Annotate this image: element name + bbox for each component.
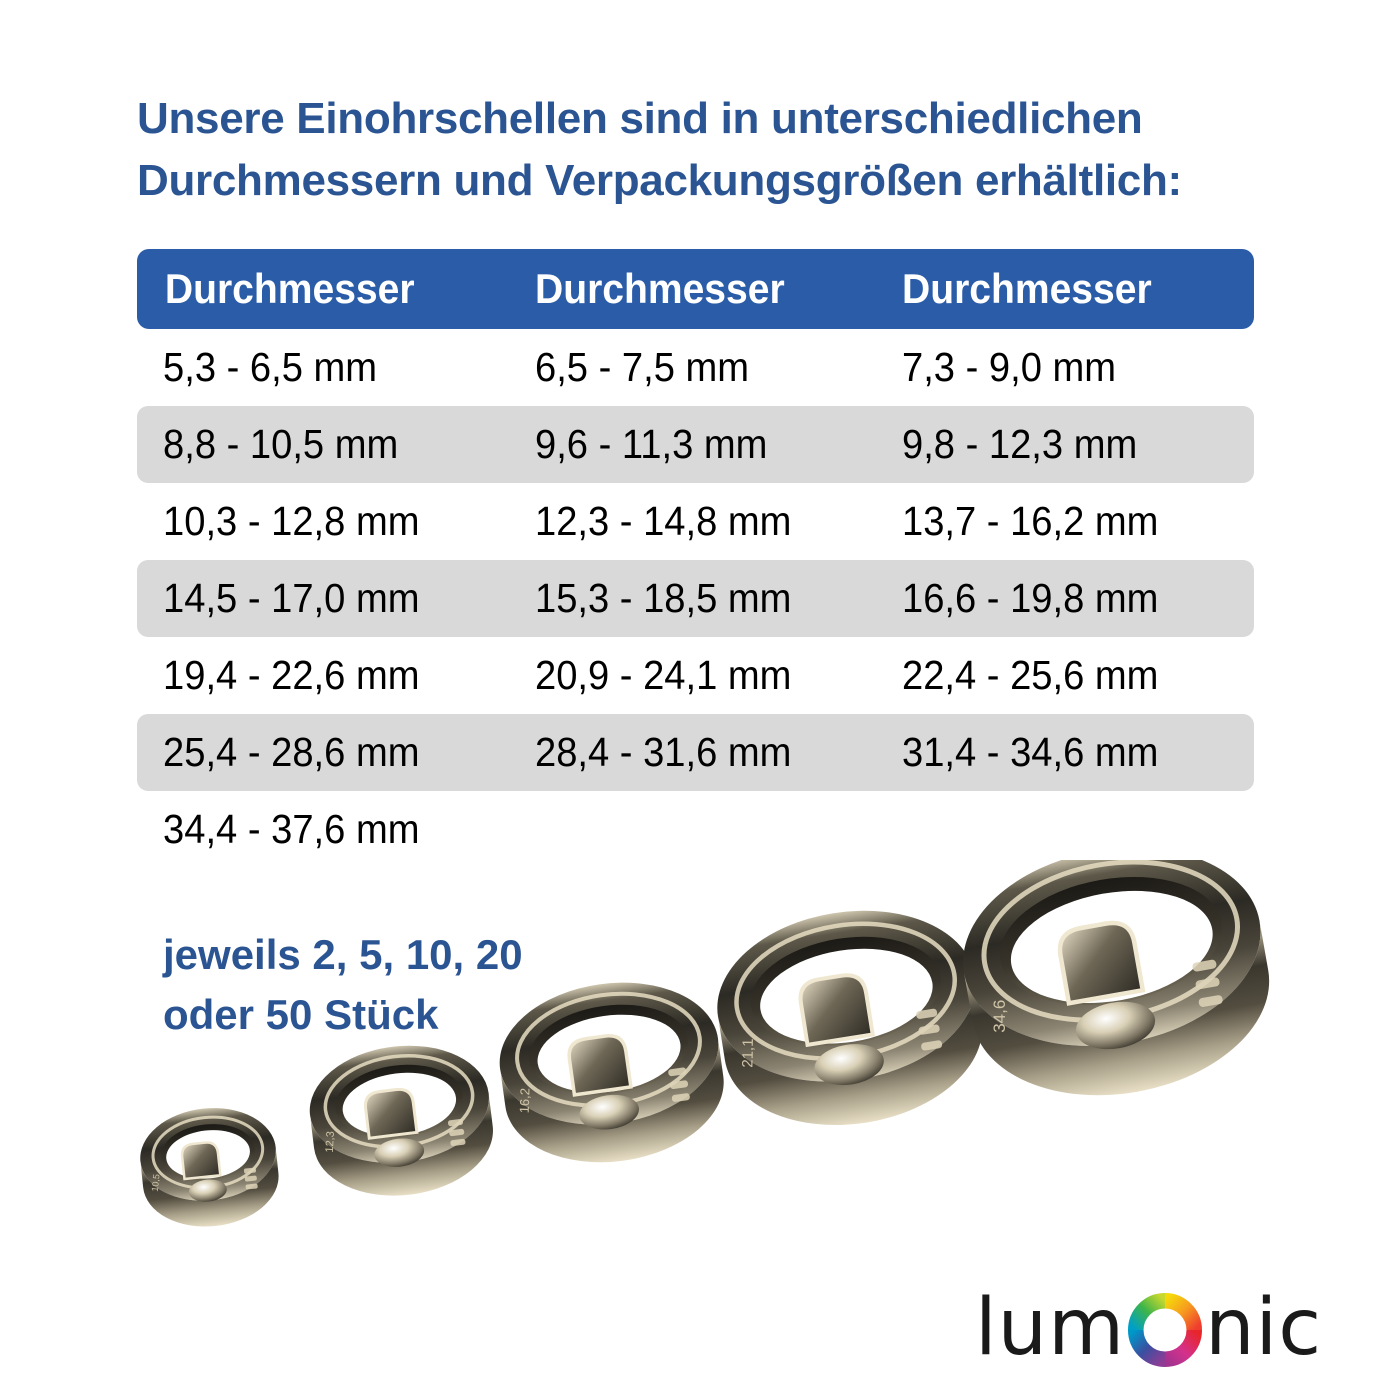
size-cell: 16,6 - 19,8 mm <box>902 575 1159 621</box>
size-cell: 5,3 - 6,5 mm <box>163 344 378 390</box>
size-cell: 34,4 - 37,6 mm <box>163 806 420 852</box>
size-cell: 8,8 - 10,5 mm <box>163 421 399 467</box>
size-cell: 15,3 - 18,5 mm <box>535 575 792 621</box>
logo-text-before: lum <box>975 1283 1126 1373</box>
size-cell: 13,7 - 16,2 mm <box>902 498 1159 544</box>
size-cell: 25,4 - 28,6 mm <box>163 729 420 775</box>
size-cell: 14,5 - 17,0 mm <box>163 575 420 621</box>
table-row: 25,4 - 28,6 mm 28,4 - 31,6 mm 31,4 - 34,… <box>137 714 1254 791</box>
size-cell: 20,9 - 24,1 mm <box>535 652 792 698</box>
product-photo: 10,5 12,3 <box>95 847 1325 1300</box>
page-title: Unsere Einohrschellen sind in unterschie… <box>137 94 1182 206</box>
table-row: 10,3 - 12,8 mm 12,3 - 14,8 mm 13,7 - 16,… <box>137 483 1254 560</box>
hose-clamp-item: 12,3 <box>309 1045 493 1196</box>
hose-clamp-item: 34,6 <box>963 847 1270 1096</box>
size-cell: 9,8 - 12,3 mm <box>902 421 1138 467</box>
hose-clamp-item: 21,1 <box>717 910 983 1126</box>
table-row: 5,3 - 6,5 mm 6,5 - 7,5 mm 7,3 - 9,0 mm <box>137 329 1254 406</box>
size-cell: 10,3 - 12,8 mm <box>163 498 420 544</box>
hose-clamp-group-image: 10,5 12,3 <box>140 847 1270 1227</box>
size-cell: 31,4 - 34,6 mm <box>902 729 1159 775</box>
table-header-row: Durchmesser Durchmesser Durchmesser <box>137 249 1254 329</box>
diameter-size-table: Durchmesser Durchmesser Durchmesser 5,3 … <box>137 249 1254 868</box>
brand-logo: lum <box>975 1288 1322 1368</box>
size-cell: 19,4 - 22,6 mm <box>163 652 420 698</box>
column-header-1: Durchmesser <box>164 265 415 312</box>
column-header-3: Durchmesser <box>902 265 1152 312</box>
svg-text:10,5: 10,5 <box>150 1174 162 1192</box>
table-row: 8,8 - 10,5 mm 9,6 - 11,3 mm 9,8 - 12,3 m… <box>137 406 1254 483</box>
hose-clamp-item: 16,2 <box>499 982 724 1163</box>
table-row: 19,4 - 22,6 mm 20,9 - 24,1 mm 22,4 - 25,… <box>137 637 1254 714</box>
size-cell: 6,5 - 7,5 mm <box>535 344 750 390</box>
column-header-2: Durchmesser <box>535 265 785 312</box>
table-row: 34,4 - 37,6 mm <box>137 791 1254 868</box>
table-row: 14,5 - 17,0 mm 15,3 - 18,5 mm 16,6 - 19,… <box>137 560 1254 637</box>
size-cell: 7,3 - 9,0 mm <box>902 344 1117 390</box>
rainbow-ring-icon <box>1128 1293 1203 1367</box>
hose-clamp-item: 10,5 <box>140 1108 279 1227</box>
size-cell: 22,4 - 25,6 mm <box>902 652 1159 698</box>
svg-text:34,6: 34,6 <box>990 1000 1009 1033</box>
logo-text-after: nic <box>1205 1283 1323 1373</box>
svg-text:21,1: 21,1 <box>739 1038 757 1067</box>
size-cell: 28,4 - 31,6 mm <box>535 729 792 775</box>
packaging-quantity-note: jeweils 2, 5, 10, 20 oder 50 Stück <box>163 931 523 1038</box>
svg-text:16,2: 16,2 <box>517 1088 533 1114</box>
svg-text:12,3: 12,3 <box>324 1131 337 1153</box>
size-cell: 12,3 - 14,8 mm <box>535 498 792 544</box>
size-cell: 9,6 - 11,3 mm <box>535 421 768 467</box>
